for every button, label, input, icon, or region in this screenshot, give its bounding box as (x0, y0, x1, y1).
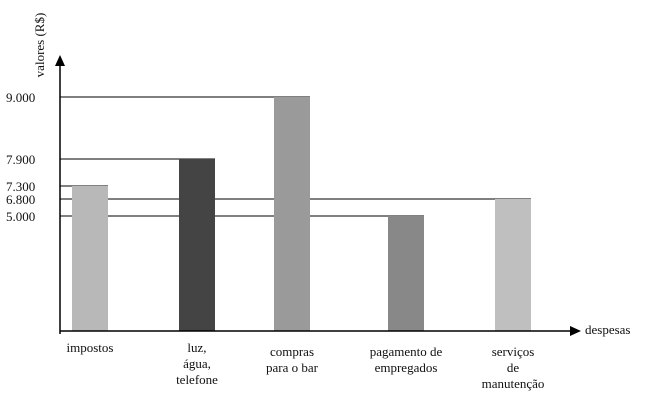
y-axis-arrow (55, 55, 65, 66)
category-label: compras para o bar (266, 344, 319, 375)
category-label: impostos (67, 340, 114, 355)
x-axis-title: despesas (585, 322, 631, 337)
y-tick-label: 6.800 (6, 192, 35, 207)
y-tick-label: 7.300 (6, 179, 35, 194)
bar (72, 186, 108, 331)
category-labels: impostos luz, água, telefone compras para o b… (67, 340, 545, 391)
bar (179, 159, 215, 331)
y-tick-label: 5.000 (6, 209, 35, 224)
category-label: luz, água, telefone (176, 340, 218, 387)
y-axis-title: valores (R$) (32, 13, 47, 78)
bar (274, 97, 310, 331)
category-label: pagamento de empregados (370, 344, 443, 375)
category-label: serviços de manutenção (482, 344, 545, 391)
x-axis-arrow (570, 326, 581, 336)
bars (72, 97, 531, 331)
y-tick-label: 9.000 (6, 90, 35, 105)
bar (388, 216, 424, 331)
y-tick-label: 7.900 (6, 152, 35, 167)
bar (495, 199, 531, 331)
